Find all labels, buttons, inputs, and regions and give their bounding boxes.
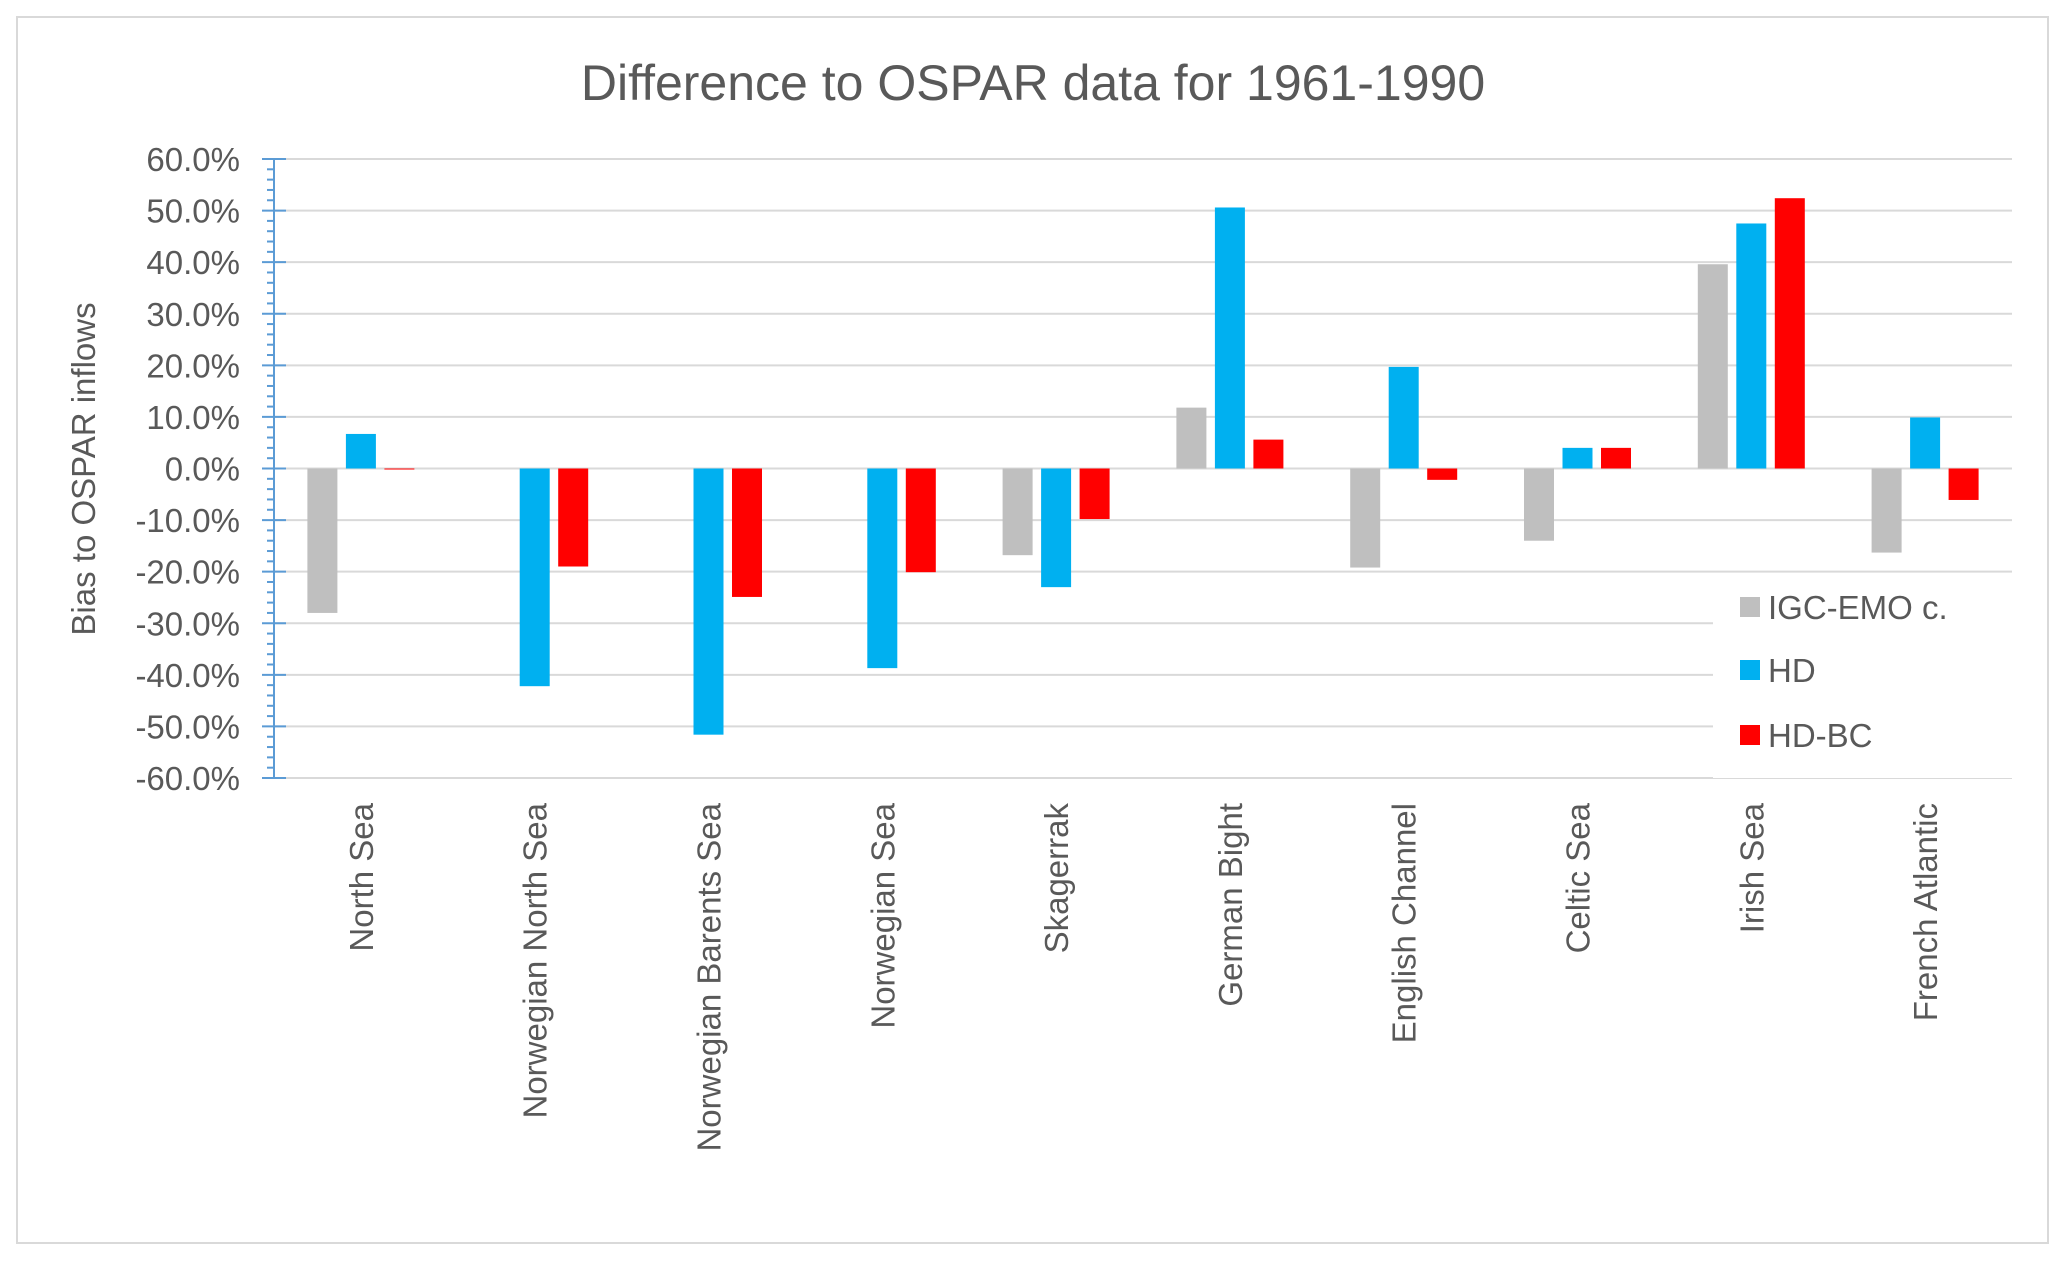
bar-hd-bc-norwegian-barents-sea	[732, 468, 762, 597]
x-tick-label: Skagerrak	[1038, 803, 1075, 954]
y-tick-label: 20.0%	[146, 347, 240, 384]
bar-hd-skagerrak	[1041, 468, 1072, 588]
x-tick-label: Norwegian Barents Sea	[691, 802, 728, 1151]
bar-hd-english-channel	[1388, 366, 1419, 469]
bar-hd-bc-german-bight	[1253, 439, 1284, 469]
bar-hd-north-sea	[345, 433, 376, 469]
bar-igc-emo-c-german-bight	[1176, 407, 1207, 469]
bar-hd-bc-french-atlantic	[1948, 468, 1979, 500]
bar-igc-emo-c-skagerrak	[1002, 468, 1033, 556]
bar-hd-bc-norwegian-north-sea	[558, 468, 589, 567]
legend: IGC-EMO c. HD HD-BC	[1713, 574, 2012, 778]
y-tick-label: -20.0%	[135, 554, 240, 591]
y-tick-label: 30.0%	[146, 296, 240, 333]
y-tick-label: -50.0%	[135, 708, 240, 745]
x-tick-labels: North Sea Norwegian North Sea Norwegian Ba…	[343, 802, 1944, 1151]
y-tick-label: 0.0%	[165, 451, 240, 488]
bar-hd-norwegian-barents-sea	[693, 468, 724, 735]
bar-igc-emo-c-irish-sea	[1697, 264, 1728, 469]
x-tick-label: Norwegian Sea	[864, 802, 901, 1028]
y-axis	[262, 158, 286, 779]
x-tick-label: Irish Sea	[1733, 802, 1770, 933]
y-axis-title: Bias to OSPAR inflows	[65, 302, 102, 635]
y-tick-label: -40.0%	[135, 657, 240, 694]
x-tick-label: German Bight	[1212, 803, 1249, 1007]
y-tick-label: -60.0%	[135, 760, 240, 797]
bar-igc-emo-c-english-channel	[1350, 468, 1381, 568]
bar-hd-bc-norwegian-sea	[905, 468, 936, 573]
x-tick-label: North Sea	[343, 802, 380, 951]
bar-hd-irish-sea	[1736, 223, 1767, 469]
chart-border	[16, 16, 2049, 1244]
bars	[307, 198, 1979, 735]
bar-igc-emo-c-celtic-sea	[1524, 468, 1554, 541]
legend-label: IGC-EMO c.	[1768, 589, 1948, 626]
legend-swatch	[1740, 725, 1760, 745]
bar-hd-bc-irish-sea	[1774, 198, 1805, 469]
y-tick-label: -30.0%	[135, 605, 240, 642]
y-tick-label: 10.0%	[146, 399, 240, 436]
legend-box	[1713, 574, 2012, 778]
y-tick-label: -10.0%	[135, 502, 240, 539]
bar-hd-bc-skagerrak	[1079, 468, 1110, 520]
bar-hd-celtic-sea	[1562, 447, 1593, 469]
legend-swatch	[1740, 597, 1760, 617]
bar-igc-emo-c-french-atlantic	[1871, 468, 1902, 553]
x-tick-label: English Channel	[1386, 803, 1423, 1043]
y-tick-labels: 60.0% 50.0% 40.0% 30.0% 20.0% 10.0% 0.0% -10.0%…	[135, 141, 240, 797]
bar-hd-norwegian-sea	[867, 468, 898, 669]
legend-swatch	[1740, 660, 1760, 680]
bar-hd-bc-north-sea	[384, 468, 415, 470]
bar-hd-bc-celtic-sea	[1601, 447, 1631, 469]
bar-igc-emo-c-north-sea	[307, 468, 338, 613]
y-tick-label: 40.0%	[146, 244, 240, 281]
chart-title: Difference to OSPAR data for 1961-1990	[581, 55, 1485, 111]
bar-hd-french-atlantic	[1910, 417, 1941, 469]
x-tick-label: Celtic Sea	[1560, 802, 1597, 953]
legend-label: HD	[1768, 652, 1816, 689]
bar-hd-bc-english-channel	[1427, 468, 1458, 480]
y-tick-label: 60.0%	[146, 141, 240, 178]
legend-label: HD-BC	[1768, 717, 1873, 754]
y-tick-label: 50.0%	[146, 193, 240, 230]
x-tick-label: French Atlantic	[1907, 803, 1944, 1021]
bar-hd-german-bight	[1214, 207, 1245, 469]
bar-hd-norwegian-north-sea	[519, 468, 550, 687]
x-tick-label: Norwegian North Sea	[517, 802, 554, 1118]
